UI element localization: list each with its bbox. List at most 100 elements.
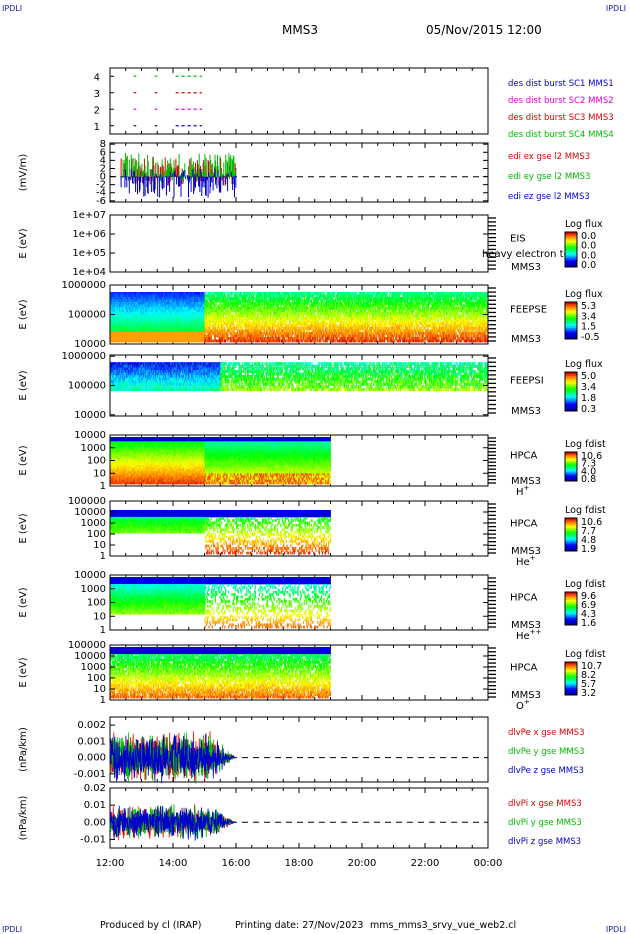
y-tick-label: 10 bbox=[93, 684, 106, 695]
y-tick-label: -0.001 bbox=[74, 769, 106, 780]
legend-entry: dlvPe y gse MMS3 bbox=[508, 747, 585, 757]
y-tick-label: 1000 bbox=[81, 443, 106, 454]
instrument-label: FEEPSE bbox=[510, 305, 547, 316]
panel-10: (nPa/km) 0.02 0.01 0.00 -0.01 dlvPi x gse MMS… bbox=[18, 783, 582, 848]
y-tick-label: 1 bbox=[100, 481, 106, 492]
y-tick-label: 0.002 bbox=[77, 720, 106, 731]
colorbar-title: Log fdist bbox=[565, 579, 606, 590]
instrument-label: HPCA bbox=[510, 451, 538, 462]
footer-printing-date: Printing date: 27/Nov/2023 bbox=[235, 920, 363, 931]
y-axis-label: (nPa/km) bbox=[18, 727, 29, 772]
instrument-label: FEEPSI bbox=[510, 376, 544, 387]
x-tick-label: 20:00 bbox=[348, 858, 377, 869]
y-tick-label: 0.000 bbox=[77, 753, 106, 764]
colorbar-tick-label: 0.8 bbox=[581, 474, 596, 485]
colorbar-title: Log fdist bbox=[565, 439, 606, 450]
y-tick-label: 10000 bbox=[74, 410, 106, 421]
species-label: H+ bbox=[516, 484, 530, 498]
y-tick-label: 10 bbox=[93, 468, 106, 479]
y-tick-label: 1 bbox=[100, 625, 106, 636]
y-tick-label: 100 bbox=[87, 529, 106, 540]
spacecraft-label: MMS3 bbox=[511, 546, 541, 557]
species-label: He++ bbox=[516, 628, 542, 642]
spectrogram-cells bbox=[110, 510, 331, 554]
legend-entry: des dist burst SC3 MMS3 bbox=[508, 113, 614, 123]
footer-produced-by: Produced by cl (IRAP) bbox=[100, 920, 201, 931]
y-tick-label: -0.01 bbox=[80, 834, 106, 845]
colorbar-tick-label: 5.0 bbox=[581, 371, 596, 382]
y-tick-label: 0.00 bbox=[84, 817, 106, 828]
y-tick-label: 10000 bbox=[74, 430, 106, 441]
panel-frame bbox=[110, 215, 488, 272]
y-tick-label: 100000 bbox=[68, 640, 106, 651]
legend-entry: edi ex gse l2 MMS3 bbox=[508, 152, 590, 162]
x-tick-label: 22:00 bbox=[411, 858, 440, 869]
panel-frame bbox=[110, 68, 488, 134]
y-tick-label: 0.01 bbox=[84, 800, 106, 811]
x-axis: 12:00 14:00 16:00 18:00 20:00 22:00 00:00 bbox=[96, 858, 503, 869]
spacecraft-label: MMS3 bbox=[511, 262, 541, 273]
y-tick-label: 1000 bbox=[81, 662, 106, 673]
y-tick-label: 4 bbox=[94, 72, 100, 83]
colorbar-title: Log flux bbox=[565, 289, 603, 300]
y-tick-label: 100 bbox=[87, 673, 106, 684]
y-tick-label: 1e+06 bbox=[72, 229, 106, 240]
x-tick-label: 12:00 bbox=[96, 858, 125, 869]
y-tick-label: 1000 bbox=[81, 518, 106, 529]
y-tick-label: 100000 bbox=[68, 310, 106, 321]
legend-entry: dlvPi x gse MMS3 bbox=[508, 799, 582, 809]
colorbar-tick-label: -0.5 bbox=[581, 332, 600, 343]
y-axis-label: E (eV) bbox=[18, 299, 29, 329]
y-tick-label: 10000 bbox=[74, 651, 106, 662]
y-tick-label: 100 bbox=[87, 598, 106, 609]
colorbar-tick-label: 0.0 bbox=[581, 260, 596, 271]
legend-entry: dlvPi z gse MMS3 bbox=[508, 837, 581, 847]
colorbar-tick-label: 1.8 bbox=[581, 393, 596, 404]
colorbar-tick-label: 3.2 bbox=[581, 688, 596, 699]
corner-label-bottom-right: IPDLI bbox=[606, 925, 626, 934]
y-tick-label: 10000 bbox=[74, 570, 106, 581]
spacecraft-label: MMS3 bbox=[511, 334, 541, 345]
y-axis-label: (nPa/km) bbox=[18, 796, 29, 841]
y-axis-label: E (eV) bbox=[18, 370, 29, 400]
colorbar-tick-label: 3.4 bbox=[581, 382, 596, 393]
colorbar-title: Log fdist bbox=[565, 505, 606, 516]
colorbar-tick-label: 0.3 bbox=[581, 404, 596, 415]
y-tick-label: 0.02 bbox=[84, 783, 106, 794]
colorbar-title: Log flux bbox=[565, 219, 603, 230]
spectrogram-cells bbox=[110, 437, 331, 484]
y-tick-label: 100000 bbox=[68, 496, 106, 507]
legend-entry: edi ey gse l2 MMS3 bbox=[508, 172, 590, 182]
colorbar-title: Log fdist bbox=[565, 649, 606, 660]
y-tick-label: 1000000 bbox=[61, 280, 106, 291]
y-tick-label: 10000 bbox=[74, 507, 106, 518]
legend-entry: dlvPi y gse MMS3 bbox=[508, 818, 582, 828]
y-tick-label: 2 bbox=[94, 105, 100, 116]
spectrogram-cells bbox=[110, 577, 331, 628]
colorbar-tick-label: 1.6 bbox=[581, 618, 596, 629]
y-axis-label: E (eV) bbox=[18, 445, 29, 475]
y-axis-label: E (eV) bbox=[18, 587, 29, 617]
y-axis-label: (mV/m) bbox=[18, 154, 29, 192]
y-tick-label: 1 bbox=[100, 551, 106, 562]
spacecraft-label: MMS3 bbox=[511, 406, 541, 417]
y-tick-label: 10 bbox=[93, 540, 106, 551]
y-axis-label: E (eV) bbox=[18, 657, 29, 687]
instrument-label: HPCA bbox=[510, 519, 538, 530]
y-axis-label: E (eV) bbox=[18, 228, 29, 258]
x-tick-label: 18:00 bbox=[285, 858, 314, 869]
legend-entry: des dist burst SC1 MMS1 bbox=[508, 79, 614, 89]
y-tick-label: -6 bbox=[96, 196, 106, 207]
species-label: He+ bbox=[516, 554, 536, 568]
y-tick-label: 10000 bbox=[74, 339, 106, 350]
x-tick-label: 14:00 bbox=[159, 858, 188, 869]
